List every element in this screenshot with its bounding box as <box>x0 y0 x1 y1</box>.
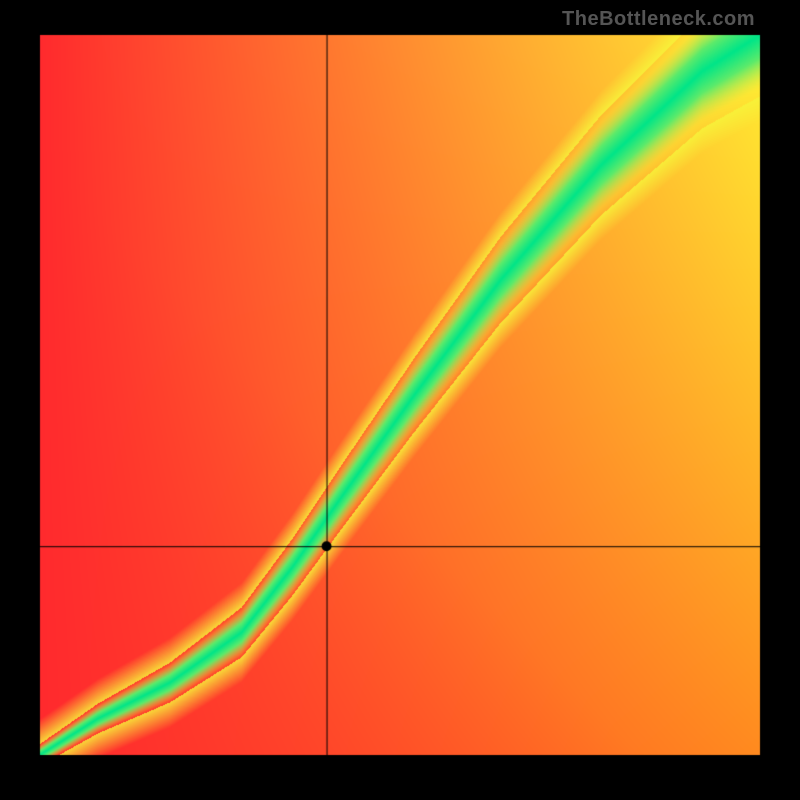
bottleneck-heatmap-canvas <box>0 0 800 800</box>
chart-container: TheBottleneck.com <box>0 0 800 800</box>
watermark-text: TheBottleneck.com <box>562 8 755 31</box>
